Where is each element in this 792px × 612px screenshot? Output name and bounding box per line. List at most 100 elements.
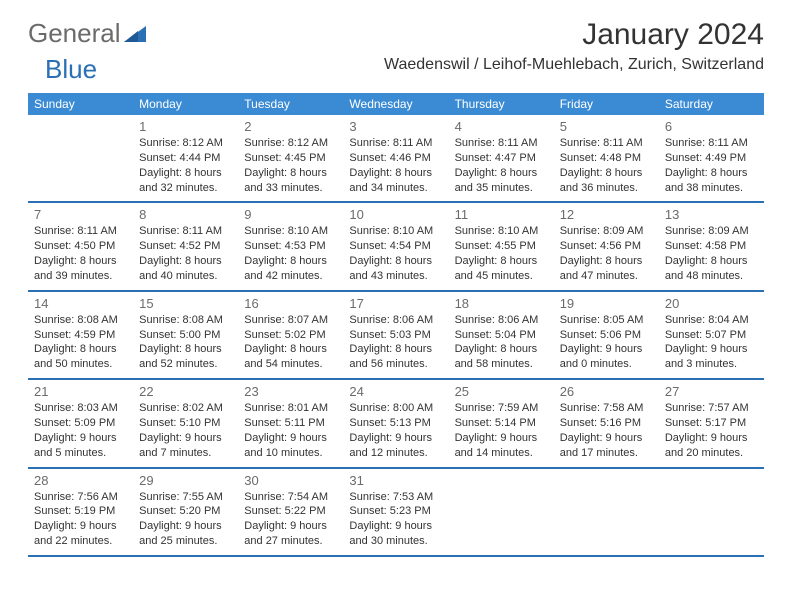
day-number: 4 xyxy=(455,119,548,134)
weeks-container: 1Sunrise: 8:12 AMSunset: 4:44 PMDaylight… xyxy=(28,115,764,557)
location-text: Waedenswil / Leihof-Muehlebach, Zurich, … xyxy=(384,56,764,74)
day-info: Sunrise: 8:11 AMSunset: 4:52 PMDaylight:… xyxy=(139,224,232,283)
sunrise-text: Sunrise: 8:12 AM xyxy=(244,136,337,151)
sunrise-text: Sunrise: 8:07 AM xyxy=(244,313,337,328)
sunset-text: Sunset: 5:22 PM xyxy=(244,504,337,519)
dow-monday: Monday xyxy=(133,93,238,115)
sunrise-text: Sunrise: 8:11 AM xyxy=(34,224,127,239)
sunset-text: Sunset: 5:17 PM xyxy=(665,416,758,431)
day-cell: 6Sunrise: 8:11 AMSunset: 4:49 PMDaylight… xyxy=(659,115,764,201)
day-number: 8 xyxy=(139,207,232,222)
day-cell: 18Sunrise: 8:06 AMSunset: 5:04 PMDayligh… xyxy=(449,292,554,378)
daylight-text: Daylight: 9 hours and 14 minutes. xyxy=(455,431,548,461)
daylight-text: Daylight: 8 hours and 35 minutes. xyxy=(455,166,548,196)
day-info: Sunrise: 8:10 AMSunset: 4:53 PMDaylight:… xyxy=(244,224,337,283)
day-cell: 9 Sunrise: 8:10 AMSunset: 4:53 PMDaylight… xyxy=(238,203,343,289)
day-info: Sunrise: 8:01 AMSunset: 5:11 PMDaylight:… xyxy=(244,401,337,460)
daylight-text: Daylight: 9 hours and 7 minutes. xyxy=(139,431,232,461)
daylight-text: Daylight: 8 hours and 54 minutes. xyxy=(244,342,337,372)
day-number: 14 xyxy=(34,296,127,311)
day-cell: 10Sunrise: 8:10 AMSunset: 4:54 PMDayligh… xyxy=(343,203,448,289)
day-info: Sunrise: 8:11 AMSunset: 4:50 PMDaylight:… xyxy=(34,224,127,283)
day-cell: 17Sunrise: 8:06 AMSunset: 5:03 PMDayligh… xyxy=(343,292,448,378)
day-cell: 28Sunrise: 7:56 AMSunset: 5:19 PMDayligh… xyxy=(28,469,133,555)
day-cell: 5Sunrise: 8:11 AMSunset: 4:48 PMDaylight… xyxy=(554,115,659,201)
sunset-text: Sunset: 4:58 PM xyxy=(665,239,758,254)
day-cell xyxy=(659,469,764,555)
sunset-text: Sunset: 5:04 PM xyxy=(455,328,548,343)
day-cell: 26Sunrise: 7:58 AMSunset: 5:16 PMDayligh… xyxy=(554,380,659,466)
day-cell xyxy=(28,115,133,201)
day-number: 9 xyxy=(244,207,337,222)
day-number: 25 xyxy=(455,384,548,399)
day-cell: 31Sunrise: 7:53 AMSunset: 5:23 PMDayligh… xyxy=(343,469,448,555)
dow-thursday: Thursday xyxy=(449,93,554,115)
day-number: 10 xyxy=(349,207,442,222)
day-info: Sunrise: 8:11 AMSunset: 4:46 PMDaylight:… xyxy=(349,136,442,195)
day-cell: 29Sunrise: 7:55 AMSunset: 5:20 PMDayligh… xyxy=(133,469,238,555)
day-number: 29 xyxy=(139,473,232,488)
dow-wednesday: Wednesday xyxy=(343,93,448,115)
daylight-text: Daylight: 9 hours and 25 minutes. xyxy=(139,519,232,549)
daylight-text: Daylight: 9 hours and 0 minutes. xyxy=(560,342,653,372)
daylight-text: Daylight: 9 hours and 20 minutes. xyxy=(665,431,758,461)
sunrise-text: Sunrise: 8:09 AM xyxy=(560,224,653,239)
day-number: 28 xyxy=(34,473,127,488)
month-title: January 2024 xyxy=(384,18,764,52)
day-number: 19 xyxy=(560,296,653,311)
sunrise-text: Sunrise: 8:11 AM xyxy=(349,136,442,151)
day-info: Sunrise: 7:58 AMSunset: 5:16 PMDaylight:… xyxy=(560,401,653,460)
day-cell xyxy=(554,469,659,555)
day-number: 11 xyxy=(455,207,548,222)
day-cell xyxy=(449,469,554,555)
daylight-text: Daylight: 8 hours and 38 minutes. xyxy=(665,166,758,196)
day-number: 3 xyxy=(349,119,442,134)
day-cell: 3 Sunrise: 8:11 AMSunset: 4:46 PMDaylight… xyxy=(343,115,448,201)
week-row: 28Sunrise: 7:56 AMSunset: 5:19 PMDayligh… xyxy=(28,469,764,557)
sunrise-text: Sunrise: 8:00 AM xyxy=(349,401,442,416)
sunset-text: Sunset: 5:10 PM xyxy=(139,416,232,431)
daylight-text: Daylight: 9 hours and 12 minutes. xyxy=(349,431,442,461)
daylight-text: Daylight: 8 hours and 40 minutes. xyxy=(139,254,232,284)
daylight-text: Daylight: 8 hours and 56 minutes. xyxy=(349,342,442,372)
day-cell: 2Sunrise: 8:12 AMSunset: 4:45 PMDaylight… xyxy=(238,115,343,201)
day-info: Sunrise: 8:04 AMSunset: 5:07 PMDaylight:… xyxy=(665,313,758,372)
day-info: Sunrise: 7:54 AMSunset: 5:22 PMDaylight:… xyxy=(244,490,337,549)
sunset-text: Sunset: 4:52 PM xyxy=(139,239,232,254)
daylight-text: Daylight: 8 hours and 48 minutes. xyxy=(665,254,758,284)
daylight-text: Daylight: 8 hours and 34 minutes. xyxy=(349,166,442,196)
day-number: 5 xyxy=(560,119,653,134)
day-info: Sunrise: 8:06 AMSunset: 5:03 PMDaylight:… xyxy=(349,313,442,372)
sunset-text: Sunset: 4:56 PM xyxy=(560,239,653,254)
sunrise-text: Sunrise: 7:53 AM xyxy=(349,490,442,505)
daylight-text: Daylight: 9 hours and 22 minutes. xyxy=(34,519,127,549)
title-block: January 2024 Waedenswil / Leihof-Muehleb… xyxy=(384,18,764,74)
sunset-text: Sunset: 5:11 PM xyxy=(244,416,337,431)
day-cell: 8 Sunrise: 8:11 AMSunset: 4:52 PMDaylight… xyxy=(133,203,238,289)
sunset-text: Sunset: 4:59 PM xyxy=(34,328,127,343)
logo: General xyxy=(28,18,146,49)
sunrise-text: Sunrise: 7:54 AM xyxy=(244,490,337,505)
sunrise-text: Sunrise: 8:11 AM xyxy=(665,136,758,151)
day-info: Sunrise: 8:12 AMSunset: 4:45 PMDaylight:… xyxy=(244,136,337,195)
day-info: Sunrise: 8:05 AMSunset: 5:06 PMDaylight:… xyxy=(560,313,653,372)
day-cell: 24Sunrise: 8:00 AMSunset: 5:13 PMDayligh… xyxy=(343,380,448,466)
sunrise-text: Sunrise: 8:08 AM xyxy=(34,313,127,328)
daylight-text: Daylight: 8 hours and 43 minutes. xyxy=(349,254,442,284)
sunset-text: Sunset: 4:44 PM xyxy=(139,151,232,166)
day-cell: 13Sunrise: 8:09 AMSunset: 4:58 PMDayligh… xyxy=(659,203,764,289)
daylight-text: Daylight: 8 hours and 58 minutes. xyxy=(455,342,548,372)
day-number: 18 xyxy=(455,296,548,311)
sunrise-text: Sunrise: 7:59 AM xyxy=(455,401,548,416)
day-info: Sunrise: 8:11 AMSunset: 4:47 PMDaylight:… xyxy=(455,136,548,195)
day-number: 12 xyxy=(560,207,653,222)
day-cell: 20Sunrise: 8:04 AMSunset: 5:07 PMDayligh… xyxy=(659,292,764,378)
daylight-text: Daylight: 9 hours and 3 minutes. xyxy=(665,342,758,372)
day-info: Sunrise: 8:02 AMSunset: 5:10 PMDaylight:… xyxy=(139,401,232,460)
sunset-text: Sunset: 4:49 PM xyxy=(665,151,758,166)
week-row: 1Sunrise: 8:12 AMSunset: 4:44 PMDaylight… xyxy=(28,115,764,203)
sunset-text: Sunset: 5:02 PM xyxy=(244,328,337,343)
sunrise-text: Sunrise: 8:05 AM xyxy=(560,313,653,328)
daylight-text: Daylight: 8 hours and 45 minutes. xyxy=(455,254,548,284)
day-info: Sunrise: 8:09 AMSunset: 4:56 PMDaylight:… xyxy=(560,224,653,283)
